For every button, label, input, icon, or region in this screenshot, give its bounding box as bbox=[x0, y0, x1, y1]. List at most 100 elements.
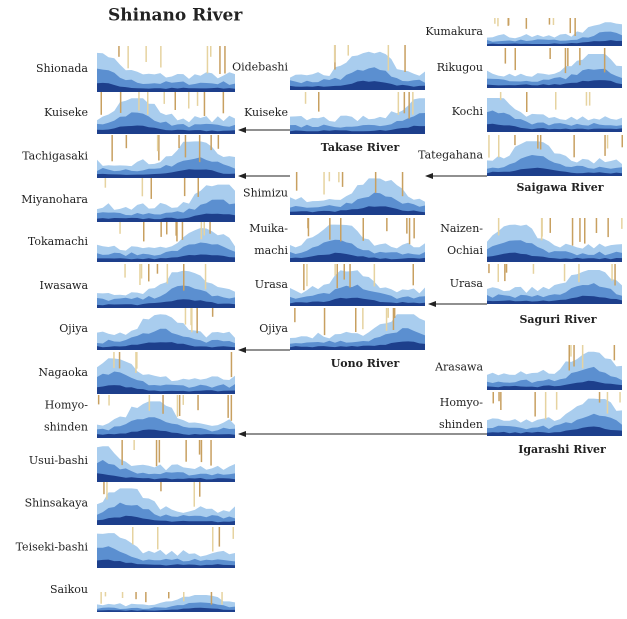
rain-bar bbox=[148, 395, 151, 411]
rain-bar bbox=[549, 48, 551, 59]
rain-bar bbox=[198, 135, 201, 163]
hydrograph bbox=[290, 264, 425, 306]
rain-bar bbox=[150, 178, 152, 199]
hydrograph bbox=[97, 135, 235, 178]
rain-bar bbox=[143, 222, 145, 242]
rain-bar bbox=[362, 308, 364, 330]
flow-area bbox=[97, 607, 235, 612]
hydrograph bbox=[97, 592, 235, 612]
rain-bar bbox=[139, 264, 141, 285]
rain-bar bbox=[163, 92, 165, 104]
rain-bar bbox=[211, 308, 214, 317]
rain-bar bbox=[307, 218, 310, 237]
rain-bar bbox=[492, 392, 494, 404]
rain-bar bbox=[581, 345, 584, 369]
rain-bar bbox=[347, 45, 349, 56]
flow-area bbox=[487, 110, 622, 132]
rain-bar bbox=[212, 527, 214, 552]
hydrograph bbox=[97, 178, 235, 222]
rain-bar bbox=[603, 48, 606, 73]
flow-area bbox=[290, 125, 425, 134]
flow-area bbox=[97, 473, 235, 482]
rain-bar bbox=[136, 352, 138, 369]
rain-bar bbox=[196, 308, 198, 334]
rain-bar bbox=[323, 308, 326, 336]
station-label: Oidebashi bbox=[232, 61, 288, 74]
station-label: Teiseki-bashi bbox=[16, 541, 89, 554]
flow-area bbox=[97, 68, 235, 92]
station-label: Urasa bbox=[450, 277, 484, 290]
rain-bar bbox=[104, 592, 107, 597]
rain-bar bbox=[505, 264, 508, 273]
rain-bar bbox=[191, 308, 193, 333]
station-label: Shinsakaya bbox=[25, 497, 89, 510]
hydrograph bbox=[487, 218, 623, 262]
rain-bar bbox=[232, 527, 234, 539]
hydrograph bbox=[487, 392, 622, 436]
rain-bar bbox=[397, 92, 400, 115]
station-label: Shionada bbox=[36, 62, 88, 75]
hydrograph bbox=[97, 92, 235, 134]
hydrograph bbox=[487, 345, 622, 390]
rain-bar bbox=[160, 222, 162, 237]
rain-bar bbox=[210, 135, 212, 151]
rain-bar bbox=[100, 92, 102, 115]
rain-bar bbox=[494, 18, 496, 24]
rain-bar bbox=[210, 46, 212, 57]
station-label: machi bbox=[254, 244, 288, 257]
rain-bar bbox=[206, 46, 209, 74]
rain-bar bbox=[504, 48, 507, 64]
station-label: Iwasawa bbox=[40, 279, 89, 292]
hydrograph bbox=[97, 395, 235, 438]
rain-bar bbox=[614, 264, 616, 286]
rain-bar bbox=[156, 135, 159, 152]
station-label: Ojiya bbox=[259, 322, 288, 335]
rain-bar bbox=[500, 392, 502, 410]
rain-bar bbox=[413, 218, 415, 239]
rain-bar bbox=[304, 92, 307, 104]
rain-bar bbox=[333, 45, 336, 63]
rain-bar bbox=[224, 46, 226, 74]
rain-bar bbox=[217, 135, 220, 149]
rain-bar bbox=[181, 222, 184, 240]
station-label: Ojiya bbox=[59, 322, 88, 335]
flow-area bbox=[487, 295, 622, 304]
rain-bar bbox=[157, 527, 159, 550]
flow-area bbox=[97, 169, 235, 178]
rain-bar bbox=[303, 264, 305, 291]
rain-bar bbox=[404, 45, 406, 72]
rain-bar bbox=[525, 18, 528, 29]
hydrograph bbox=[487, 135, 623, 176]
rain-bar bbox=[119, 92, 122, 113]
rain-bar bbox=[295, 172, 298, 191]
flow-area bbox=[97, 125, 235, 134]
flow-area bbox=[487, 80, 622, 88]
flow-area bbox=[487, 40, 622, 46]
rain-bar bbox=[230, 352, 233, 378]
rain-bar bbox=[374, 172, 377, 193]
rain-bar bbox=[499, 92, 502, 101]
rain-bar bbox=[190, 308, 192, 326]
rain-bar bbox=[606, 135, 609, 149]
rain-bar bbox=[132, 527, 134, 545]
rain-bar bbox=[569, 18, 571, 34]
rain-bar bbox=[584, 218, 586, 244]
rain-bar bbox=[408, 92, 410, 119]
rain-bar bbox=[619, 392, 621, 403]
rain-bar bbox=[514, 135, 516, 146]
rain-bar bbox=[541, 218, 543, 237]
hydrograph bbox=[487, 92, 622, 132]
rain-bar bbox=[148, 264, 150, 282]
rain-bar bbox=[385, 308, 388, 331]
rain-bar bbox=[306, 264, 308, 287]
rain-bar bbox=[338, 172, 340, 183]
flow-area bbox=[290, 113, 425, 134]
rain-bar bbox=[119, 222, 121, 234]
rain-bar bbox=[514, 48, 516, 71]
river-name: Saigawa River bbox=[516, 181, 603, 194]
rain-bar bbox=[537, 135, 539, 149]
rain-bar bbox=[497, 264, 499, 282]
rain-bar bbox=[544, 392, 547, 420]
rain-bar bbox=[341, 172, 344, 187]
